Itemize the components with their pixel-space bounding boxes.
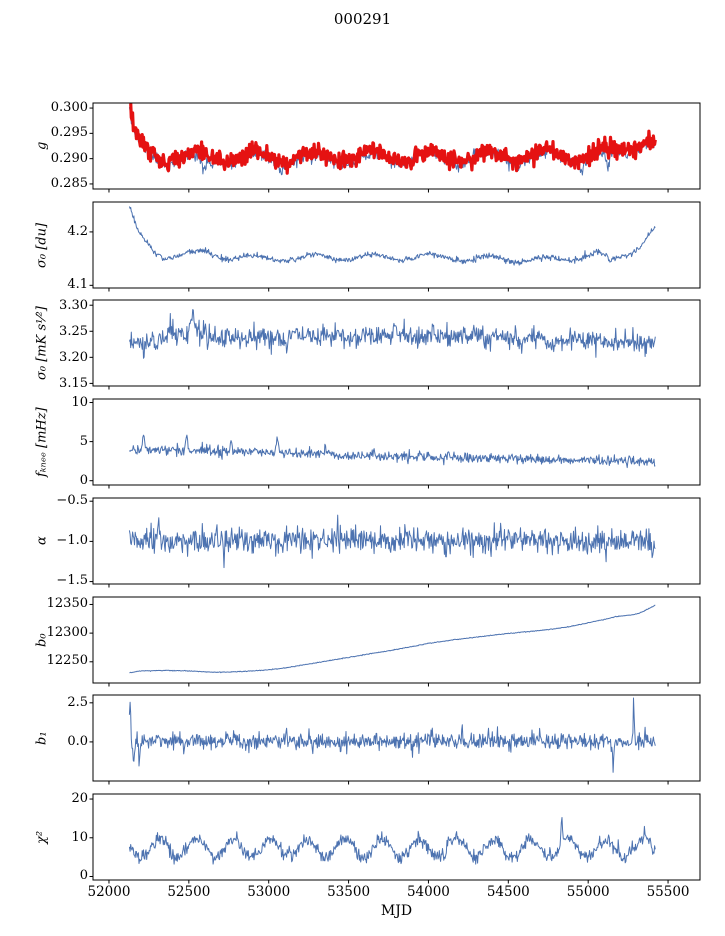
series-g-data-red	[128, 103, 657, 175]
panel-4-frame	[92, 497, 701, 585]
panel-4-plot	[89, 497, 701, 588]
panel-5-plot	[89, 596, 701, 686]
panel-6-y-tick-label: 2.5	[67, 695, 88, 711]
x-tick-label: 52500	[167, 884, 211, 900]
panel-1-y-tick-label: 4.1	[67, 277, 88, 293]
panel-2-y-tick-label: 3.30	[59, 297, 88, 313]
x-tick-label: 53500	[327, 884, 371, 900]
panel-6-plot	[89, 694, 701, 785]
panel-2-plot	[89, 299, 701, 390]
panel-2-frame	[92, 299, 701, 387]
panel-7-y-tick-label: 20	[71, 790, 88, 806]
panel-5-y-tick-label: 12350	[46, 595, 88, 611]
panel-0-y-axis-label: g	[34, 141, 50, 151]
x-axis-label: MJD	[380, 903, 413, 919]
panel-3-y-tick-label: 10	[71, 394, 88, 410]
series-sigma0-mks	[128, 309, 656, 360]
panel-7-y-axis-label: χ²	[34, 830, 50, 844]
x-tick-label: 55000	[566, 884, 610, 900]
panel-1-y-tick-label: 4.2	[67, 223, 88, 239]
series-sigma0-du	[128, 206, 656, 266]
series-chi2	[128, 816, 656, 865]
panel-7-frame	[92, 793, 701, 881]
panel-4-y-tick-label: −1.5	[56, 573, 88, 589]
panel-6-frame	[92, 694, 701, 782]
panel-2-y-tick-label: 3.15	[59, 375, 88, 391]
panel-7-y-tick-label: 0	[79, 868, 88, 884]
panel-4-y-tick-label: −0.5	[56, 493, 88, 508]
panel-0-plot	[89, 102, 701, 193]
panel-3-y-tick-label: 0	[79, 472, 88, 488]
figure-title: 000291	[333, 10, 392, 28]
panel-3-plot	[89, 398, 701, 489]
panel-0-y-tick-label: 0.295	[50, 125, 88, 141]
panel-2-y-tick-label: 3.20	[59, 349, 88, 365]
panel-6-y-axis-label: b₁	[34, 731, 50, 745]
panel-3-y-axis-label: fₖₙₑₑ [mHz]	[34, 407, 50, 477]
x-tick-label: 52000	[87, 884, 131, 900]
panel-1-y-axis-label: σ₀ [du]	[34, 222, 50, 268]
panel-0-y-tick-label: 0.300	[50, 100, 88, 116]
panel-5-y-axis-label: b₀	[34, 632, 50, 647]
panel-0-y-tick-label: 0.285	[50, 175, 88, 191]
panel-1-plot	[89, 201, 701, 292]
x-tick-label: 54000	[406, 884, 450, 900]
x-tick-label: 53000	[247, 884, 291, 900]
panel-2-y-tick-label: 3.25	[59, 323, 88, 339]
panel-2-y-axis-label: σ₀ [mK s¹⁄²]	[34, 306, 50, 381]
panel-7-y-tick-label: 10	[71, 829, 88, 845]
x-tick-label: 55500	[646, 884, 690, 900]
panel-4-y-axis-label: α	[34, 536, 50, 546]
panel-6-y-tick-label: 0.0	[67, 734, 88, 750]
series-b0	[129, 604, 656, 673]
panel-3-frame	[92, 398, 701, 486]
panel-3-y-tick-label: 5	[79, 433, 88, 449]
panel-0-y-tick-label: 0.290	[50, 150, 88, 166]
panel-5-y-tick-label: 12250	[46, 653, 88, 669]
series-b1	[128, 697, 656, 773]
panel-5-frame	[92, 596, 701, 683]
x-tick-label: 54500	[486, 884, 530, 900]
series-alpha	[128, 514, 656, 568]
panel-5-y-tick-label: 12300	[46, 624, 88, 640]
panel-4-y-tick-label: −1.0	[56, 533, 88, 549]
series-f-knee	[129, 434, 656, 469]
panel-0-frame	[92, 102, 701, 190]
panel-7-plot	[89, 793, 701, 884]
panel-1-frame	[92, 201, 701, 289]
